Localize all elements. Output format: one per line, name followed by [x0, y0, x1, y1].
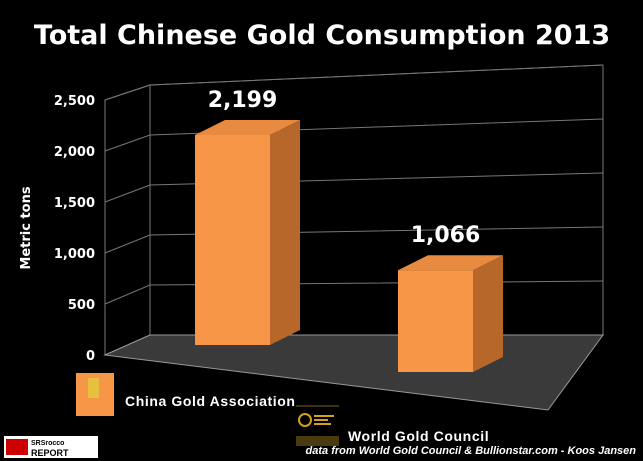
y-tick-label: 0: [86, 349, 95, 364]
srsrocco-report-logo: SRSrocco REPORT: [4, 436, 98, 458]
data-label: 1,066: [411, 223, 481, 248]
bar: [398, 270, 473, 372]
china-gold-association-logo: [76, 373, 114, 416]
world-gold-council-logo: [296, 405, 339, 446]
svg-text:REPORT: REPORT: [31, 448, 69, 458]
y-tick-label: 1,500: [54, 196, 95, 211]
y-axis-label: Metric tons: [19, 186, 34, 269]
svg-text:SRSrocco: SRSrocco: [31, 440, 64, 447]
y-tick-label: 2,500: [54, 94, 95, 109]
data-label: 2,199: [208, 88, 278, 113]
gridline: [104, 64, 604, 101]
chart-title: Total Chinese Gold Consumption 2013: [34, 20, 610, 51]
category-label-0: China Gold Association: [125, 393, 296, 409]
bar: [195, 135, 270, 345]
gridline: [104, 172, 604, 203]
y-tick-label: 500: [68, 298, 95, 313]
bar-top: [195, 120, 300, 135]
bar-side: [270, 120, 300, 345]
gridline: [104, 118, 604, 152]
left-wall: [104, 84, 151, 356]
bar-side: [473, 255, 503, 372]
category-label-1: World Gold Council: [348, 428, 489, 444]
bar-top: [398, 255, 503, 271]
gridline: [104, 226, 604, 254]
source-note: data from World Gold Council & Bullionst…: [306, 445, 637, 457]
y-tick-label: 2,000: [54, 145, 95, 160]
y-tick-label: 1,000: [54, 247, 95, 262]
